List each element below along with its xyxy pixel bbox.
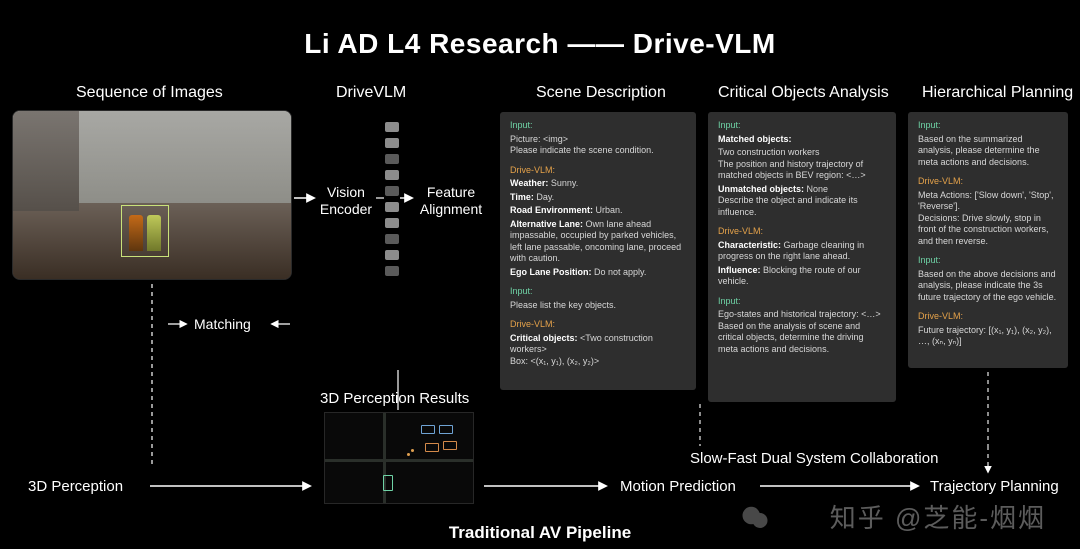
header-hierarchical: Hierarchical Planning [922, 84, 1073, 102]
matching-label: Matching [194, 316, 251, 333]
driving-scene-image [12, 110, 292, 280]
slowfast-label: Slow-Fast Dual System Collaboration [690, 450, 938, 468]
hierarchical-planning-panel: Input: Based on the summarized analysis,… [908, 112, 1068, 368]
perception-results-label: 3D Perception Results [320, 390, 469, 408]
bottom-trajectory-planning: Trajectory Planning [930, 478, 1059, 495]
header-drivevlm: DriveVLM [336, 84, 406, 102]
scene-description-panel: Input: Picture: <img> Please indicate th… [500, 112, 696, 390]
header-scene: Scene Description [536, 84, 666, 102]
header-critical: Critical Objects Analysis [718, 84, 889, 102]
bottom-motion-prediction: Motion Prediction [620, 478, 736, 495]
header-sequence: Sequence of Images [76, 84, 223, 102]
wechat-icon [740, 503, 770, 533]
critical-objects-panel: Input: Matched objects: Two construction… [708, 112, 896, 402]
token-stack [385, 122, 399, 276]
feature-alignment-label: Feature Alignment [412, 184, 490, 218]
watermark-text: 知乎 @芝能-烟烟 [830, 498, 1046, 535]
page-title: Li AD L4 Research —— Drive-VLM [0, 28, 1080, 60]
bev-map [324, 412, 474, 504]
vision-encoder-label: Vision Encoder [316, 184, 376, 218]
bottom-3d-perception: 3D Perception [28, 478, 123, 495]
